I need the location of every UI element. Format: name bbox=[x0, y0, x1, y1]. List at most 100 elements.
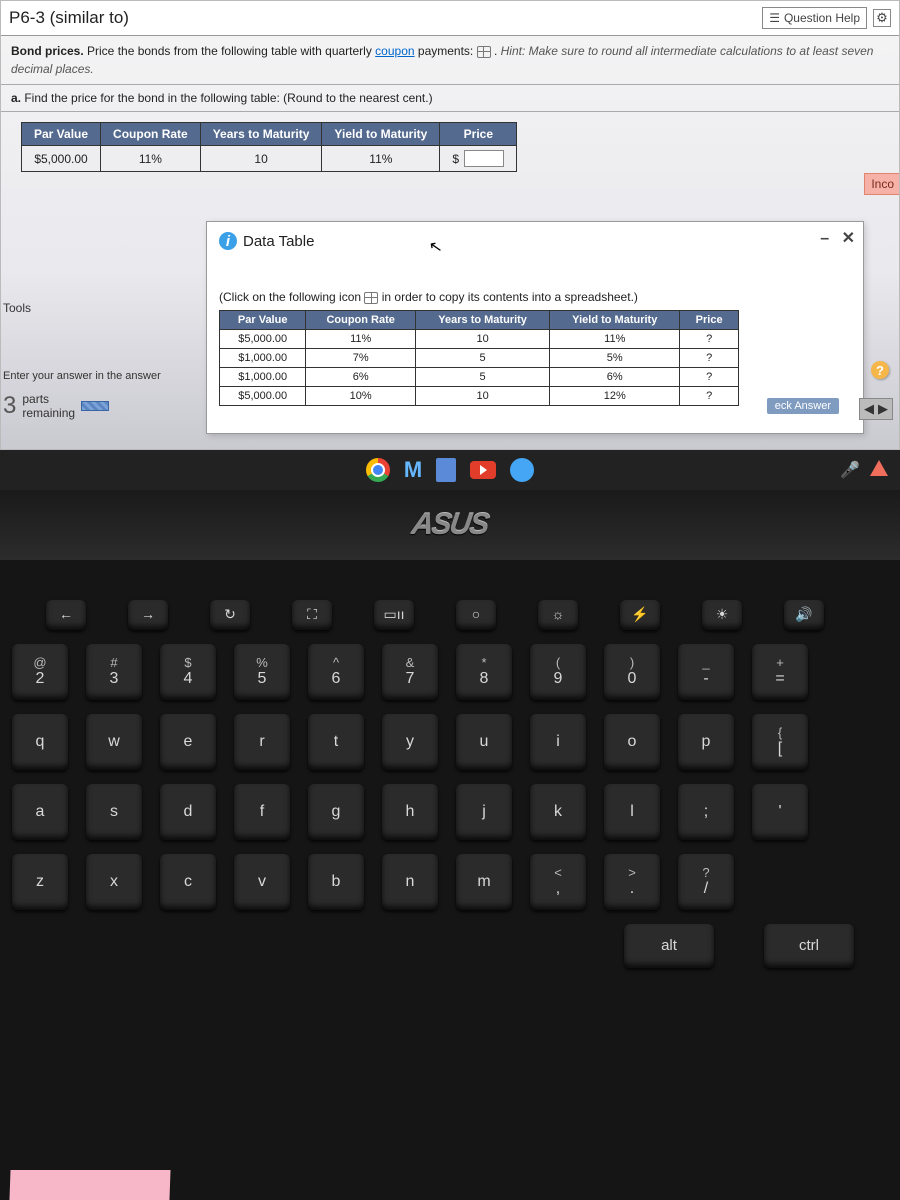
minimize-icon[interactable]: – bbox=[820, 230, 829, 247]
key-d[interactable]: d bbox=[160, 784, 216, 840]
zxcv-row: z x c v b n m <, >. ?/ bbox=[6, 854, 894, 910]
fn-row: ← → ↻ ⛶ ▭ıı ○ ☼ ⚡ ☀ 🔊 bbox=[6, 600, 894, 630]
key-bright-up[interactable]: ☼ bbox=[538, 600, 578, 630]
key-x[interactable]: x bbox=[86, 854, 142, 910]
progress-icon bbox=[81, 401, 109, 411]
list-icon: ☰ bbox=[769, 11, 780, 25]
question-help-button[interactable]: ☰ Question Help bbox=[762, 7, 867, 29]
info-icon: i bbox=[219, 232, 237, 250]
key-v[interactable]: v bbox=[234, 854, 290, 910]
key-g[interactable]: g bbox=[308, 784, 364, 840]
tools-label: Tools bbox=[3, 301, 203, 315]
key-mute[interactable]: ⚡ bbox=[620, 600, 660, 630]
key-6[interactable]: ^6 bbox=[308, 644, 364, 700]
table-row: $5,000.00 11% 10 11% ? bbox=[220, 330, 739, 349]
col-yield: Yield to Maturity bbox=[322, 123, 440, 146]
key-0[interactable]: )0 bbox=[604, 644, 660, 700]
key-8[interactable]: *8 bbox=[456, 644, 512, 700]
key-p[interactable]: p bbox=[678, 714, 734, 770]
gmail-icon[interactable]: M bbox=[404, 457, 422, 483]
key-l[interactable]: l bbox=[604, 784, 660, 840]
key-overview[interactable]: ▭ıı bbox=[374, 600, 414, 630]
key-s[interactable]: s bbox=[86, 784, 142, 840]
key-a[interactable]: a bbox=[12, 784, 68, 840]
triangle-icon[interactable] bbox=[870, 460, 888, 476]
key-quote[interactable]: ' bbox=[752, 784, 808, 840]
question-help-label: Question Help bbox=[784, 11, 860, 25]
key-o[interactable]: o bbox=[604, 714, 660, 770]
key-equals[interactable]: += bbox=[752, 644, 808, 700]
check-answer-button[interactable]: eck Answer bbox=[767, 398, 839, 414]
sticky-note bbox=[9, 1170, 170, 1200]
key-b[interactable]: b bbox=[308, 854, 364, 910]
key-9[interactable]: (9 bbox=[530, 644, 586, 700]
key-z[interactable]: z bbox=[12, 854, 68, 910]
key-e[interactable]: e bbox=[160, 714, 216, 770]
key-alt[interactable]: alt bbox=[624, 924, 714, 968]
key-c[interactable]: c bbox=[160, 854, 216, 910]
key-4[interactable]: $4 bbox=[160, 644, 216, 700]
cell-price: $ bbox=[440, 146, 517, 172]
key-dash[interactable]: _- bbox=[678, 644, 734, 700]
key-slash[interactable]: ?/ bbox=[678, 854, 734, 910]
key-comma[interactable]: <, bbox=[530, 854, 586, 910]
mic-icon[interactable]: 🎤 bbox=[840, 460, 860, 480]
key-k[interactable]: k bbox=[530, 784, 586, 840]
asus-logo: ASUS bbox=[410, 508, 490, 542]
col-years: Years to Maturity bbox=[200, 123, 322, 146]
key-vol-up[interactable]: 🔊 bbox=[784, 600, 824, 630]
key-j[interactable]: j bbox=[456, 784, 512, 840]
key-ctrl[interactable]: ctrl bbox=[764, 924, 854, 968]
key-7[interactable]: &7 bbox=[382, 644, 438, 700]
messages-icon[interactable] bbox=[510, 458, 534, 482]
mod-row: alt ctrl bbox=[6, 924, 894, 968]
part-a: a. Find the price for the bond in the fo… bbox=[1, 85, 899, 112]
qwerty-row: q w e r t y u i o p {[ bbox=[6, 714, 894, 770]
key-q[interactable]: q bbox=[12, 714, 68, 770]
cell-years: 10 bbox=[200, 146, 322, 172]
prev-arrow[interactable]: ◀ bbox=[864, 401, 874, 417]
key-r[interactable]: r bbox=[234, 714, 290, 770]
spreadsheet-icon[interactable] bbox=[477, 46, 491, 58]
number-row: @2 #3 $4 %5 ^6 &7 *8 (9 )0 _- += bbox=[6, 644, 894, 700]
asdf-row: a s d f g h j k l ; ' bbox=[6, 784, 894, 840]
homework-window: P6-3 (similar to) ☰ Question Help ⚙ Bond… bbox=[0, 0, 900, 450]
key-m[interactable]: m bbox=[456, 854, 512, 910]
coupon-link[interactable]: coupon bbox=[375, 44, 414, 58]
key-fullscreen[interactable]: ⛶ bbox=[292, 600, 332, 630]
key-t[interactable]: t bbox=[308, 714, 364, 770]
question-prompt: Bond prices. Price the bonds from the fo… bbox=[1, 36, 899, 85]
tools-sidebar: Tools Enter your answer in the answer 3 … bbox=[3, 301, 203, 420]
settings-button[interactable]: ⚙ bbox=[873, 9, 891, 27]
docs-icon[interactable] bbox=[436, 458, 456, 482]
key-forward[interactable]: → bbox=[128, 600, 168, 630]
key-w[interactable]: w bbox=[86, 714, 142, 770]
key-2[interactable]: @2 bbox=[12, 644, 68, 700]
key-u[interactable]: u bbox=[456, 714, 512, 770]
next-arrow[interactable]: ▶ bbox=[878, 401, 888, 417]
key-f[interactable]: f bbox=[234, 784, 290, 840]
key-back[interactable]: ← bbox=[46, 600, 86, 630]
key-y[interactable]: y bbox=[382, 714, 438, 770]
copy-note: (Click on the following icon in order to… bbox=[219, 290, 851, 304]
key-h[interactable]: h bbox=[382, 784, 438, 840]
price-input[interactable] bbox=[464, 150, 504, 167]
gear-icon: ⚙ bbox=[876, 10, 888, 26]
key-refresh[interactable]: ↻ bbox=[210, 600, 250, 630]
close-icon[interactable]: ✕ bbox=[842, 230, 855, 247]
key-bright-down[interactable]: ○ bbox=[456, 600, 496, 630]
help-bubble-icon[interactable]: ? bbox=[871, 361, 889, 379]
key-3[interactable]: #3 bbox=[86, 644, 142, 700]
key-n[interactable]: n bbox=[382, 854, 438, 910]
youtube-icon[interactable] bbox=[470, 461, 496, 479]
hint-lead: Hint: bbox=[501, 44, 529, 58]
key-vol-down[interactable]: ☀ bbox=[702, 600, 742, 630]
copy-spreadsheet-icon[interactable] bbox=[364, 292, 378, 304]
chrome-icon[interactable] bbox=[366, 458, 390, 482]
key-period[interactable]: >. bbox=[604, 854, 660, 910]
key-bracket-l[interactable]: {[ bbox=[752, 714, 808, 770]
key-i[interactable]: i bbox=[530, 714, 586, 770]
key-semicolon[interactable]: ; bbox=[678, 784, 734, 840]
key-5[interactable]: %5 bbox=[234, 644, 290, 700]
parts-count: 3 bbox=[3, 392, 16, 420]
